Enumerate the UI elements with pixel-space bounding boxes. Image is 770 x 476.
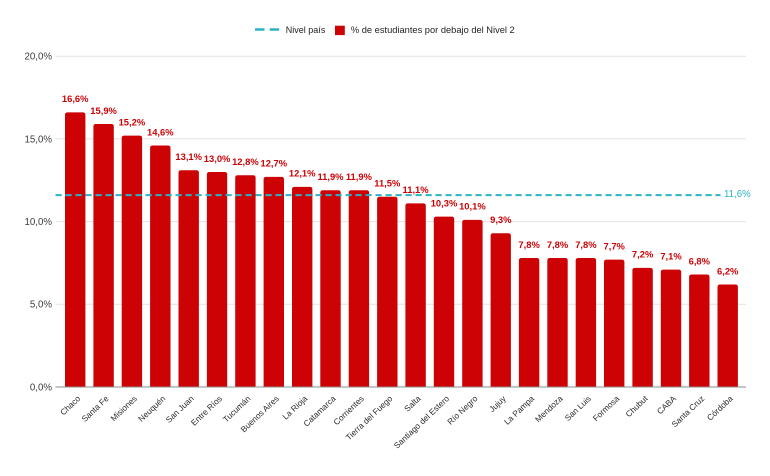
svg-text:11,9%: 11,9%	[317, 171, 344, 182]
svg-text:12,8%: 12,8%	[232, 156, 259, 167]
svg-text:14,6%: 14,6%	[147, 126, 174, 137]
svg-text:9,3%: 9,3%	[490, 214, 512, 225]
svg-text:Entre Ríos: Entre Ríos	[189, 393, 224, 427]
svg-text:7,7%: 7,7%	[604, 240, 626, 251]
svg-text:6,2%: 6,2%	[717, 265, 739, 276]
svg-text:11,6%: 11,6%	[724, 189, 751, 200]
svg-text:12,7%: 12,7%	[261, 158, 288, 169]
svg-text:5,0%: 5,0%	[30, 300, 52, 311]
svg-text:Misiones: Misiones	[108, 393, 139, 423]
svg-text:11,1%: 11,1%	[403, 184, 430, 195]
svg-text:10,3%: 10,3%	[431, 197, 458, 208]
svg-text:7,8%: 7,8%	[547, 239, 569, 250]
svg-text:7,8%: 7,8%	[575, 239, 597, 250]
svg-text:Chubut: Chubut	[623, 393, 650, 419]
svg-text:13,0%: 13,0%	[204, 153, 231, 164]
svg-text:0,0%: 0,0%	[30, 382, 52, 393]
svg-text:Jujuy: Jujuy	[487, 393, 509, 414]
svg-text:16,6%: 16,6%	[62, 93, 89, 104]
svg-text:11,9%: 11,9%	[346, 171, 373, 182]
svg-text:15,2%: 15,2%	[119, 116, 146, 127]
svg-text:Mendoza: Mendoza	[533, 393, 565, 424]
svg-text:12,1%: 12,1%	[289, 168, 316, 179]
svg-text:Santa Fe: Santa Fe	[79, 393, 111, 424]
svg-text:11,5%: 11,5%	[374, 178, 401, 189]
svg-text:7,8%: 7,8%	[518, 239, 540, 250]
svg-text:7,2%: 7,2%	[632, 249, 654, 260]
svg-text:Río Negro: Río Negro	[445, 393, 480, 427]
svg-text:7,1%: 7,1%	[660, 250, 682, 261]
svg-text:% de estudiantes por debajo de: % de estudiantes por debajo del Nivel 2	[351, 25, 515, 35]
svg-text:20,0%: 20,0%	[25, 52, 53, 63]
svg-text:CABA: CABA	[655, 393, 679, 416]
svg-text:Salta: Salta	[402, 393, 423, 414]
svg-text:13,1%: 13,1%	[175, 151, 202, 162]
svg-text:15,9%: 15,9%	[90, 105, 117, 116]
svg-text:10,0%: 10,0%	[25, 217, 53, 228]
svg-text:Chaco: Chaco	[58, 393, 83, 417]
svg-text:Formosa: Formosa	[591, 393, 622, 423]
svg-text:6,8%: 6,8%	[689, 255, 711, 266]
svg-text:15,0%: 15,0%	[25, 134, 53, 145]
svg-text:Córdoba: Córdoba	[705, 393, 735, 422]
svg-text:Neuquén: Neuquén	[136, 393, 168, 424]
svg-text:La Pampa: La Pampa	[502, 393, 537, 427]
svg-text:10,1%: 10,1%	[459, 201, 486, 212]
svg-text:Nivel país: Nivel país	[286, 25, 326, 35]
svg-text:San Luis: San Luis	[563, 393, 593, 422]
